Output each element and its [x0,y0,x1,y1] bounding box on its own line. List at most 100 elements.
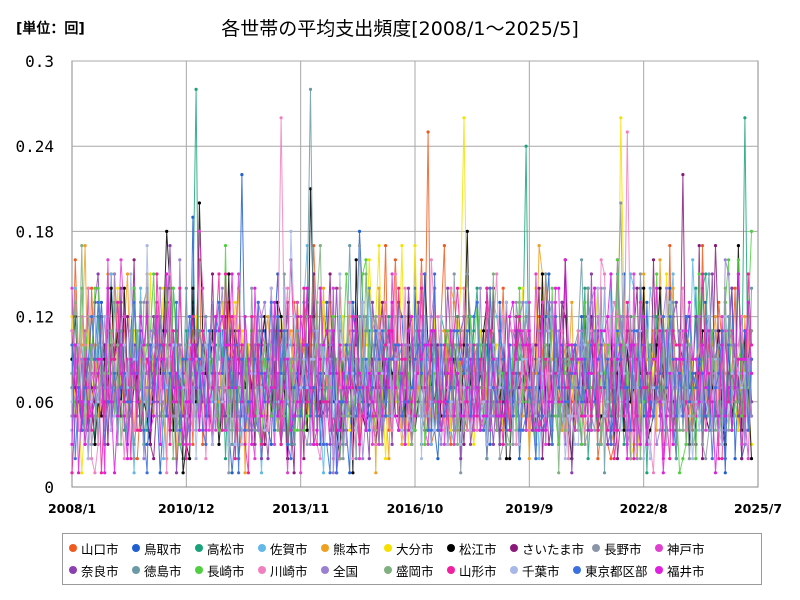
data-point [704,272,708,276]
data-point [188,343,192,347]
data-point [615,329,620,333]
data-point [361,386,365,390]
data-point [384,343,388,347]
data-point [717,414,721,418]
data-point [540,315,545,319]
data-point [397,428,401,432]
data-point [651,258,656,262]
data-point [664,386,669,390]
data-point [514,329,518,333]
data-point [485,414,489,418]
data-point [204,315,208,319]
data-point [560,300,564,304]
data-point [586,343,590,347]
data-point [302,343,306,347]
data-point [161,357,166,361]
data-point [560,428,564,432]
data-point [723,471,727,475]
data-point [651,471,656,475]
data-point [580,329,584,333]
data-point [194,315,198,319]
data-point [125,400,130,404]
data-point [736,400,741,404]
data-point [684,315,688,319]
data-point [201,371,205,375]
data-point [697,244,701,248]
data-point [230,471,234,475]
data-point [390,414,394,418]
data-point [746,386,750,390]
data-point [459,457,463,461]
data-point [668,300,672,304]
data-point [540,457,545,461]
data-point [142,343,146,347]
data-point [292,414,296,418]
data-point [697,272,701,276]
data-point [423,272,427,276]
data-point [602,386,607,390]
data-point [168,343,172,347]
data-point [740,386,744,390]
data-point [400,428,404,432]
data-point [354,457,358,461]
data-point [194,457,198,461]
data-point [544,343,548,347]
data-point [331,315,335,319]
data-point [713,428,718,432]
data-point [570,471,574,475]
data-point [165,471,169,475]
data-point [302,457,306,461]
data-point [155,315,159,319]
data-point [736,428,741,432]
data-point [710,457,714,461]
data-point [279,315,283,319]
data-point [335,286,339,290]
x-tick-label: 2016/10 [387,501,444,516]
data-point [491,386,495,390]
data-point [374,414,378,418]
data-point [308,315,313,319]
data-point [429,258,433,262]
legend-item: さいたま市 [510,537,592,559]
data-point [681,428,685,432]
data-point [357,371,362,375]
data-point [178,386,182,390]
data-point [645,329,649,333]
data-point [83,343,87,347]
data-point [557,400,561,404]
data-point [348,414,352,418]
data-point [488,386,492,390]
data-point [521,400,525,404]
data-point [723,286,727,290]
data-point [566,457,571,461]
data-point [452,442,456,446]
data-point [589,272,594,276]
data-point [436,357,440,361]
data-point [305,286,309,290]
data-point [468,315,473,319]
data-point [638,329,643,333]
data-point [227,357,231,361]
data-point [223,244,228,248]
data-point [671,300,675,304]
data-point [348,428,352,432]
data-point [230,442,234,446]
data-point [638,386,643,390]
data-point [736,272,741,276]
data-point [442,329,446,333]
data-point [276,428,280,432]
data-point [710,272,714,276]
data-point [96,300,100,304]
data-point [580,400,584,404]
data-point [282,414,286,418]
data-point [583,428,587,432]
y-tick-label: 0.24 [15,137,54,156]
data-point [576,428,580,432]
data-point [246,357,250,361]
data-point [743,329,747,333]
data-point [367,258,371,262]
data-point [227,343,231,347]
data-point [482,400,486,404]
data-point [204,428,208,432]
